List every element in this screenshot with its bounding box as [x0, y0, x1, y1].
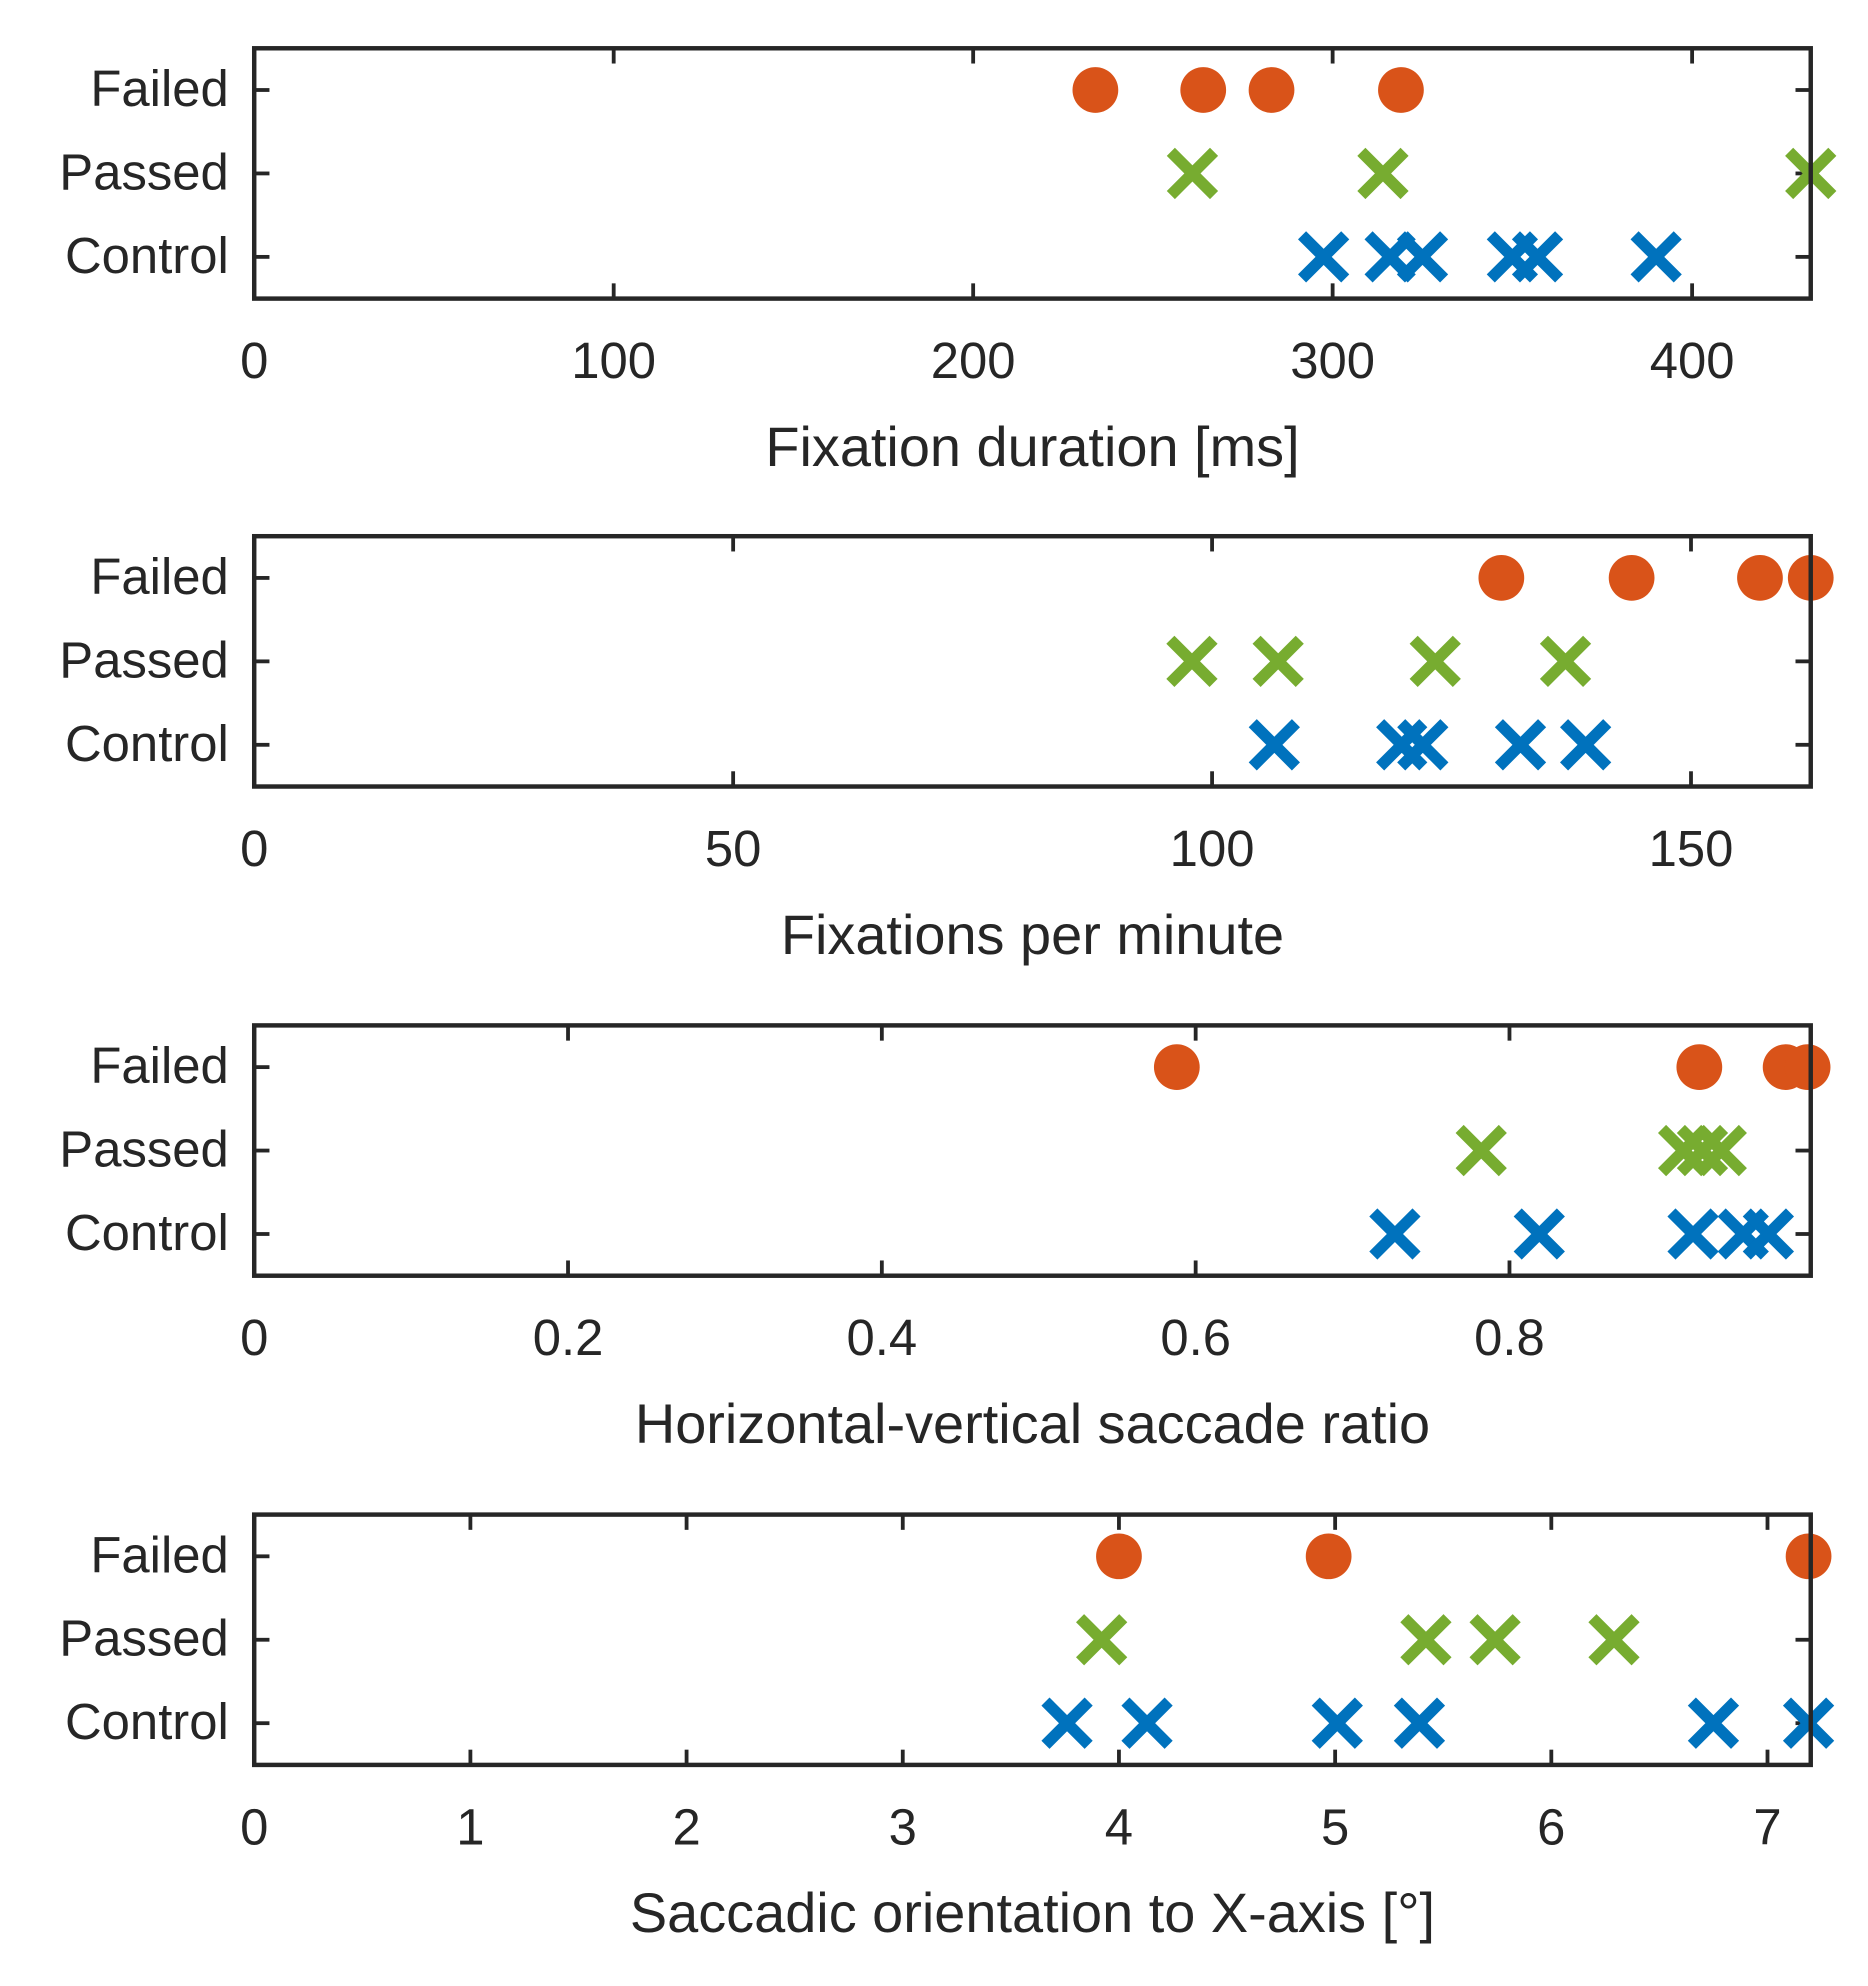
x-tick-label: 150 [1649, 820, 1734, 877]
x-tick-label: 7 [1753, 1798, 1781, 1855]
y-tick-label: Control [65, 1204, 229, 1261]
point [1539, 635, 1592, 688]
point [1560, 719, 1612, 771]
point [1469, 1614, 1521, 1666]
plot-frame [251, 1023, 1813, 1278]
y-tick-label: Passed [59, 143, 228, 200]
point [1494, 719, 1547, 771]
point [1072, 67, 1119, 113]
point [1676, 1124, 1729, 1177]
x-tick-label: 100 [1170, 820, 1255, 877]
point [1687, 1697, 1740, 1749]
x-tick-label: 0 [240, 1309, 268, 1366]
x-tick-label: 300 [1290, 332, 1375, 389]
point [1455, 1124, 1507, 1177]
point [1478, 555, 1525, 601]
point [1588, 1614, 1640, 1666]
point [1378, 67, 1424, 113]
plot-frame [251, 533, 1813, 789]
point [1737, 555, 1783, 601]
point [1784, 1044, 1831, 1090]
panel: 0 1 2 3 4 5 6 7 Control Passed Failed Saccadic orie… [59, 1512, 1835, 1944]
x-tick-label: 0 [240, 820, 268, 877]
panel: 0 50 100 150 Control Passed Failed Fixations pe… [59, 533, 1834, 966]
x-axis-label: Fixations per minute [781, 903, 1284, 966]
x-tick-label: 3 [889, 1798, 917, 1855]
point [1657, 1124, 1710, 1177]
plot-frame [251, 1512, 1813, 1768]
x-tick-label: 4 [1105, 1798, 1133, 1855]
point [1121, 1697, 1173, 1749]
point [1400, 1614, 1452, 1666]
x-axis-label: Horizontal-vertical saccade ratio [635, 1392, 1430, 1455]
plot-frame [251, 46, 1813, 301]
x-tick-label: 0.8 [1474, 1309, 1545, 1366]
point [1513, 1208, 1565, 1260]
point [1695, 1124, 1747, 1177]
y-tick-label: Passed [59, 1121, 228, 1178]
y-tick-label: Passed [59, 631, 228, 688]
point [1608, 555, 1655, 601]
point [1393, 1697, 1446, 1749]
point [1096, 1533, 1142, 1580]
point [1076, 1614, 1128, 1666]
y-tick-label: Failed [90, 60, 228, 117]
y-tick-label: Control [65, 1693, 229, 1750]
point [1041, 1697, 1093, 1749]
point [1248, 67, 1295, 113]
x-tick-label: 200 [931, 332, 1016, 389]
point [1305, 1533, 1352, 1580]
panel: 0 0.2 0.4 0.6 0.8 Control Passed Failed Horizont… [59, 1023, 1831, 1455]
point [1511, 231, 1564, 283]
point [1298, 231, 1350, 283]
x-tick-label: 0.4 [847, 1309, 918, 1366]
point [1667, 1208, 1719, 1260]
x-tick-label: 0.2 [533, 1309, 604, 1366]
point [1396, 231, 1449, 283]
y-tick-label: Control [65, 715, 229, 772]
point [1409, 635, 1461, 688]
x-tick-label: 0 [240, 332, 268, 389]
point [1180, 67, 1227, 113]
point [1311, 1697, 1363, 1749]
y-tick-label: Passed [59, 1610, 228, 1667]
x-tick-label: 100 [571, 332, 656, 389]
point [1676, 1044, 1723, 1090]
point [1357, 147, 1409, 200]
x-tick-label: 0 [240, 1798, 268, 1855]
x-axis-label: Fixation duration [ms] [765, 415, 1299, 478]
point [1252, 635, 1304, 688]
x-axis-label: Saccadic orientation to X-axis [°] [630, 1881, 1435, 1944]
point [1630, 231, 1682, 283]
x-tick-label: 5 [1321, 1798, 1349, 1855]
y-tick-label: Failed [90, 548, 228, 605]
point [1248, 719, 1300, 771]
x-tick-label: 50 [705, 820, 762, 877]
point [1166, 635, 1218, 688]
panel: 0 100 200 300 400 Control Passed Failed Fixation… [59, 46, 1837, 478]
point [1153, 1044, 1200, 1090]
y-tick-label: Failed [90, 1037, 228, 1094]
x-tick-label: 400 [1650, 332, 1735, 389]
point [1742, 1208, 1795, 1260]
x-tick-label: 6 [1537, 1798, 1565, 1855]
y-tick-label: Failed [90, 1526, 228, 1583]
point [1166, 147, 1219, 200]
y-tick-label: Control [65, 227, 229, 284]
point [1369, 1208, 1421, 1260]
x-tick-label: 0.6 [1160, 1309, 1231, 1366]
x-tick-label: 1 [456, 1798, 484, 1855]
point [1397, 719, 1449, 771]
x-tick-label: 2 [672, 1798, 700, 1855]
